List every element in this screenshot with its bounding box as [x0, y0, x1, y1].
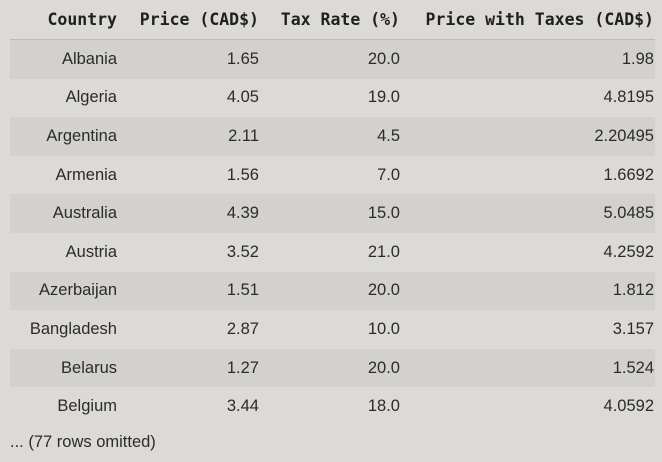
cell-tax-rate: 20.0: [367, 358, 400, 377]
cell-tax-rate: 4.5: [377, 126, 400, 145]
cell-price: 1.51: [226, 281, 259, 300]
cell-price: 3.52: [226, 242, 259, 261]
table-body: Albania 1.65 20.0 1.98 Algeria 4.05 19.0…: [10, 39, 655, 426]
cell-price-with-taxes: 1.6692: [603, 165, 654, 184]
cell-price: 4.39: [226, 204, 259, 223]
header-price: Price (CAD$): [118, 0, 260, 40]
cell-country: Algeria: [65, 88, 117, 107]
cell-tax-rate: 21.0: [367, 242, 400, 261]
table-header: Country Price (CAD$) Tax Rate (%) Price …: [10, 0, 655, 40]
header-tax-rate: Tax Rate (%): [260, 0, 401, 40]
cell-price: 1.56: [226, 165, 259, 184]
table-row: Albania 1.65 20.0 1.98: [10, 39, 655, 79]
cell-tax-rate: 20.0: [367, 281, 400, 300]
cell-tax-rate: 18.0: [367, 397, 400, 416]
cell-price-with-taxes: 4.0592: [603, 397, 654, 416]
cell-price-with-taxes: 4.2592: [603, 242, 654, 261]
data-table-container: Country Price (CAD$) Tax Rate (%) Price …: [10, 0, 655, 426]
cell-country: Bangladesh: [29, 319, 117, 338]
cell-price-with-taxes: 2.20495: [594, 126, 654, 145]
cell-country: Armenia: [55, 165, 117, 184]
cell-tax-rate: 20.0: [367, 49, 400, 68]
cell-country: Austria: [65, 242, 117, 261]
cell-country: Argentina: [46, 126, 117, 145]
cell-price: 3.44: [226, 397, 259, 416]
cell-price-with-taxes: 3.157: [612, 319, 654, 338]
rows-omitted-note: ... (77 rows omitted): [10, 433, 156, 451]
cell-tax-rate: 10.0: [367, 319, 400, 338]
cell-price: 2.11: [228, 126, 259, 145]
cell-price: 1.65: [226, 49, 259, 68]
header-country: Country: [10, 0, 118, 40]
table-row: Bangladesh 2.87 10.0 3.157: [10, 310, 655, 349]
cell-price-with-taxes: 4.8195: [603, 88, 654, 107]
cell-price: 4.05: [226, 88, 259, 107]
cell-price-with-taxes: 1.98: [621, 49, 654, 68]
cell-price: 1.27: [226, 358, 259, 377]
cell-price-with-taxes: 1.812: [612, 281, 654, 300]
cell-price-with-taxes: 5.0485: [603, 204, 654, 223]
cell-country: Albania: [61, 49, 117, 68]
table-row: Belarus 1.27 20.0 1.524: [10, 348, 655, 388]
header-row: Country Price (CAD$) Tax Rate (%) Price …: [10, 0, 655, 40]
cell-country: Australia: [52, 204, 117, 223]
data-table: Country Price (CAD$) Tax Rate (%) Price …: [10, 0, 655, 426]
table-row: Austria 3.52 21.0 4.2592: [10, 232, 655, 272]
table-row: Argentina 2.11 4.5 2.20495: [10, 117, 655, 156]
table-row: Armenia 1.56 7.0 1.6692: [10, 155, 655, 195]
cell-price: 2.87: [226, 319, 259, 338]
cell-price-with-taxes: 1.524: [612, 358, 654, 377]
cell-country: Azerbaijan: [39, 281, 117, 300]
cell-tax-rate: 15.0: [367, 204, 400, 223]
cell-tax-rate: 7.0: [377, 165, 400, 184]
table-row: Belgium 3.44 18.0 4.0592: [10, 387, 655, 426]
table-row: Australia 4.39 15.0 5.0485: [10, 194, 655, 233]
cell-tax-rate: 19.0: [367, 88, 400, 107]
table-row: Algeria 4.05 19.0 4.8195: [10, 78, 655, 118]
cell-country: Belarus: [61, 358, 117, 377]
cell-country: Belgium: [57, 397, 117, 416]
table-row: Azerbaijan 1.51 20.0 1.812: [10, 271, 655, 311]
header-price-with-taxes: Price with Taxes (CAD$): [401, 0, 655, 40]
